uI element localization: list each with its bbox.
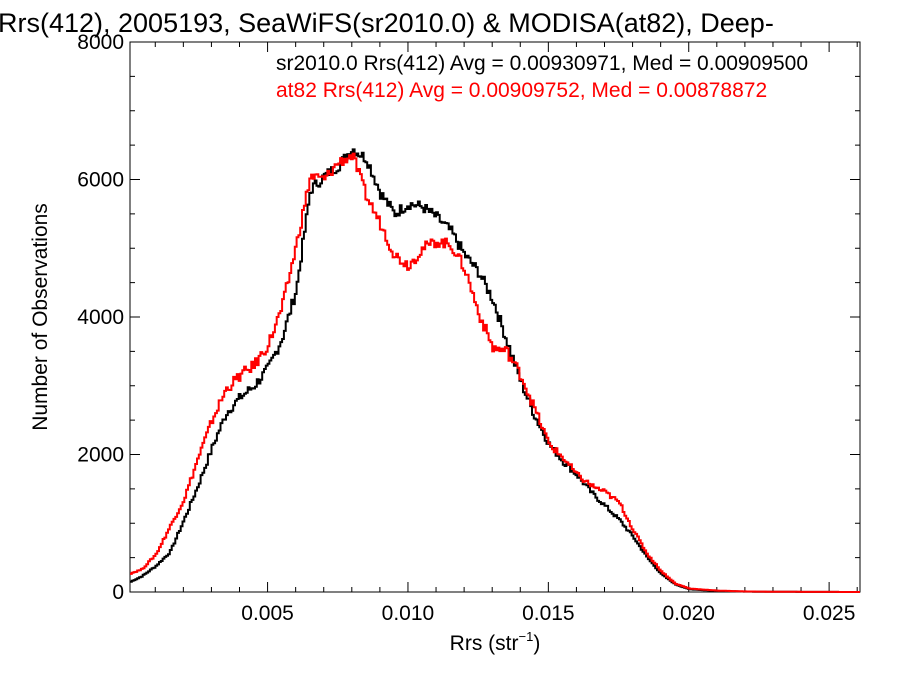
legend: sr2010.0 Rrs(412) Avg = 0.00930971, Med …: [276, 52, 808, 102]
x-tick-label: 0.015: [522, 602, 575, 625]
y-axis-label: Number of Observations: [29, 203, 52, 431]
x-tick-label: 0.020: [662, 602, 715, 625]
y-tick-label: 4000: [77, 306, 124, 329]
legend-entry-sr2010: sr2010.0 Rrs(412) Avg = 0.00930971, Med …: [276, 52, 808, 75]
x-axis-label-superscript: −1: [519, 629, 534, 644]
x-tick-label: 0.005: [241, 602, 294, 625]
y-tick-label: 0: [112, 581, 124, 604]
x-axis-label-text: Rrs (str: [450, 632, 519, 655]
series-layer: [130, 148, 860, 593]
x-tick-label: 0.025: [803, 602, 856, 625]
x-axis-label-close: ): [533, 632, 540, 655]
y-tick-label: 8000: [77, 31, 124, 54]
chart-title: Rrs(412), 2005193, SeaWiFS(sr2010.0) & M…: [0, 8, 774, 38]
y-tick-label: 2000: [77, 444, 124, 467]
x-tick-label: 0.010: [382, 602, 435, 625]
x-axis: 0.005 0.010 0.015 0.020 0.025: [154, 42, 858, 625]
legend-entry-at82: at82 Rrs(412) Avg = 0.00909752, Med = 0.…: [276, 79, 767, 102]
x-axis-label: Rrs (str−1): [450, 629, 541, 655]
y-axis: 0 2000 4000 6000 8000: [77, 31, 860, 604]
series-line-sr2010.0: [130, 148, 860, 593]
plot-frame: [129, 41, 861, 593]
series-line-at82: [130, 152, 860, 593]
y-tick-label: 6000: [77, 169, 124, 192]
